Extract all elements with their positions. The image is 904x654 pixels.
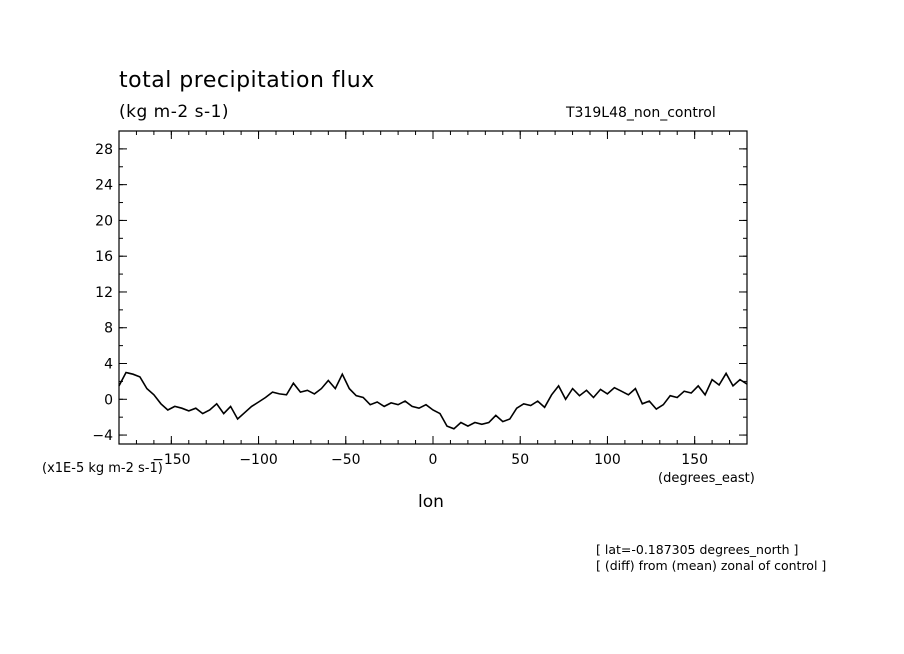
- y-scale-label: (x1E-5 kg m-2 s-1): [42, 461, 163, 476]
- x-tick-label: 0: [429, 452, 438, 468]
- x-units-label: (degrees_east): [658, 471, 755, 486]
- y-tick-label: 4: [104, 357, 113, 373]
- annotation-diff: [ (diff) from (mean) zonal of control ]: [596, 558, 827, 573]
- series-line: [118, 371, 748, 430]
- y-tick-label: 0: [104, 392, 113, 408]
- axis-ticks: [118, 130, 748, 444]
- chart-units: (kg m-2 s-1): [119, 102, 230, 122]
- x-tick-label: 100: [594, 452, 621, 468]
- x-tick-label: −150: [152, 452, 190, 468]
- x-axis-label: lon: [418, 492, 444, 512]
- x-tick-label: 50: [511, 452, 529, 468]
- x-tick-label: 150: [681, 452, 708, 468]
- y-tick-label: 24: [95, 178, 113, 194]
- y-tick-label: −4: [92, 428, 113, 444]
- run-label: T319L48_non_control: [566, 105, 716, 121]
- plot-frame: [118, 130, 748, 445]
- annotation-latitude: [ lat=-0.187305 degrees_north ]: [596, 542, 799, 557]
- chart-title: total precipitation flux: [119, 68, 375, 93]
- y-tick-label: 8: [104, 321, 113, 337]
- y-tick-label: 12: [95, 285, 113, 301]
- x-tick-label: −100: [239, 452, 277, 468]
- y-tick-label: 20: [95, 213, 113, 229]
- x-tick-label: −50: [331, 452, 361, 468]
- y-tick-label: 28: [95, 142, 113, 158]
- tick-labels: −150 −100 −50 0 50 100 150 −4 0 4 8 12 16 20 24 28: [92, 142, 708, 468]
- y-tick-label: 16: [95, 249, 113, 265]
